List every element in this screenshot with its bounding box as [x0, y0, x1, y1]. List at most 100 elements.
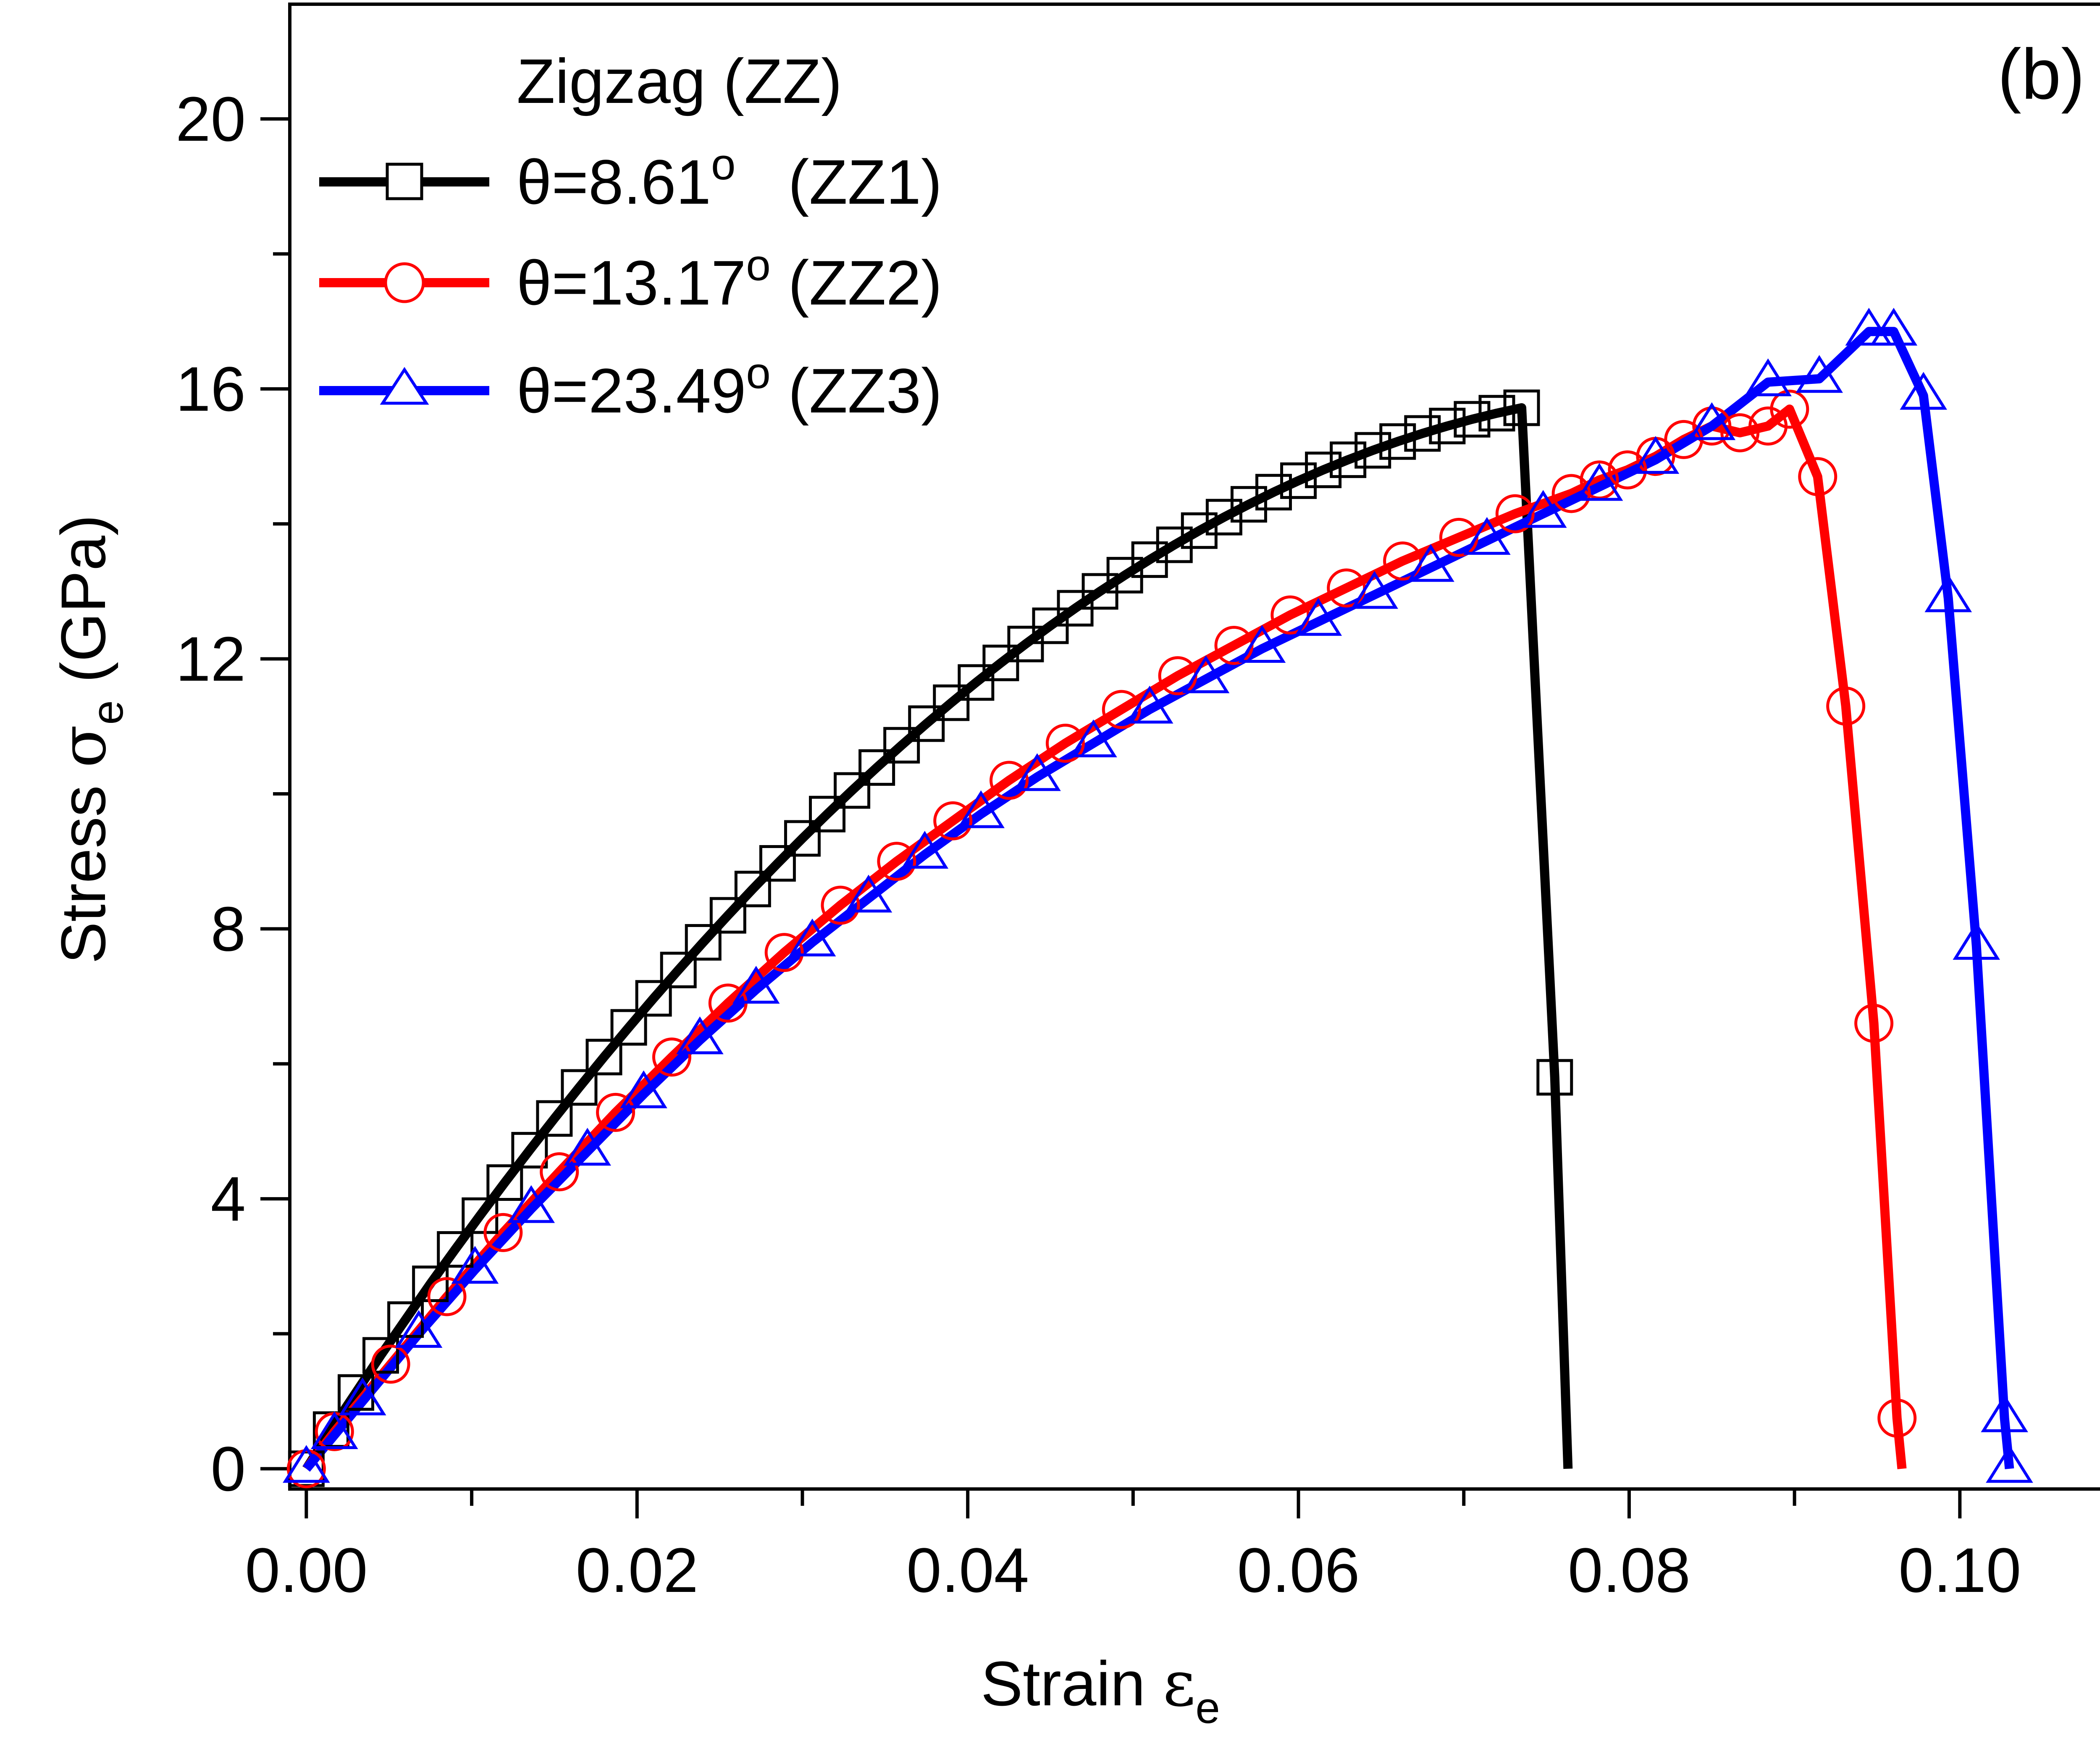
legend-marker-zz1 — [386, 163, 423, 200]
data-point-zz1 — [1255, 474, 1292, 511]
data-point-zz3 — [451, 1246, 499, 1284]
legend-label-zz2-main: θ=13.17 — [517, 247, 746, 318]
data-point-zz1 — [536, 1100, 573, 1137]
data-point-zz2 — [1102, 690, 1141, 729]
data-point-zz3 — [1796, 355, 1843, 393]
data-point-zz1 — [858, 749, 895, 786]
legend-entry-zz1: θ=8.61o (ZZ1) — [319, 140, 942, 217]
data-point-zz1 — [784, 820, 821, 857]
data-point-zz1 — [1354, 432, 1391, 469]
data-point-zz3 — [310, 1411, 358, 1449]
data-point-zz3 — [1688, 402, 1736, 440]
legend-label-zz2: θ=13.17o (ZZ2) — [517, 241, 942, 318]
data-point-zz2 — [652, 1037, 691, 1077]
panel-label: (b) — [1998, 34, 2085, 114]
data-point-zz3 — [1986, 1445, 2033, 1483]
data-point-zz3 — [1013, 753, 1061, 791]
data-point-zz1 — [709, 897, 746, 934]
legend-label-zz1: θ=8.61o (ZZ1) — [517, 140, 942, 217]
data-point-zz1 — [1404, 415, 1441, 452]
data-point-zz1 — [1156, 526, 1193, 563]
data-point-zz1 — [337, 1374, 374, 1411]
data-point-zz2 — [371, 1345, 410, 1384]
data-point-zz3 — [620, 1070, 667, 1108]
data-point-zz3 — [1407, 544, 1454, 582]
x-axis-title: Strain εe — [981, 1647, 1220, 1733]
data-point-zz1 — [561, 1069, 598, 1106]
legend-label-zz1-rest: (ZZ1) — [735, 147, 942, 217]
legend-label-zz1-main: θ=8.61 — [517, 147, 711, 217]
data-point-zz1 — [1503, 389, 1540, 426]
data-point-zz2 — [877, 842, 916, 881]
data-point-zz3 — [1126, 685, 1173, 724]
data-point-zz2 — [1798, 457, 1838, 496]
series-line-zz1 — [302, 403, 1573, 1471]
y-tick-label: 20 — [176, 84, 246, 154]
data-point-zz1 — [933, 684, 970, 721]
data-point-zz1 — [1131, 541, 1168, 578]
data-point-zz3 — [676, 1016, 724, 1054]
data-point-zz3 — [788, 918, 836, 956]
data-point-zz2 — [1045, 723, 1085, 763]
y-tick-label: 4 — [211, 1163, 246, 1234]
data-point-zz3 — [283, 1445, 330, 1483]
data-point-zz3 — [1900, 372, 1948, 410]
data-point-zz1 — [834, 772, 871, 809]
data-point-zz1 — [437, 1231, 474, 1268]
data-point-zz3 — [1924, 574, 1972, 612]
x-tick-label: 0.08 — [1568, 1535, 1690, 1605]
y-tick-label: 12 — [176, 624, 246, 694]
data-point-zz1 — [1454, 401, 1491, 438]
data-point-zz1 — [585, 1039, 622, 1076]
x-tick-label: 0.10 — [1898, 1535, 2021, 1605]
data-point-zz3 — [1238, 625, 1286, 663]
data-point-zz1 — [809, 796, 846, 832]
plot-frame — [288, 3, 2100, 1491]
data-point-zz1 — [1379, 423, 1416, 460]
y-tick-label: 16 — [176, 354, 246, 424]
data-point-zz3 — [901, 830, 949, 869]
data-point-zz3 — [339, 1377, 386, 1415]
legend-label-zz3: θ=23.49o (ZZ3) — [517, 349, 942, 426]
data-point-zz1 — [1429, 407, 1466, 444]
data-point-zz3 — [1070, 719, 1117, 757]
data-point-zz2 — [1877, 1398, 1917, 1438]
data-point-zz2 — [540, 1152, 579, 1192]
data-point-zz3 — [1294, 598, 1342, 636]
data-point-zz1 — [1536, 1059, 1573, 1096]
data-point-zz2 — [286, 1449, 326, 1489]
data-point-zz3 — [1351, 571, 1398, 609]
data-point-zz3 — [732, 966, 780, 1004]
marker-layer — [283, 307, 2033, 1489]
data-point-zz3 — [1870, 307, 1918, 346]
data-point-zz2 — [933, 801, 973, 840]
series-layer — [302, 327, 2014, 1472]
data-point-zz3 — [1182, 655, 1230, 693]
data-point-zz2 — [1854, 1003, 1894, 1043]
data-point-zz3 — [1981, 1394, 2028, 1432]
data-point-zz2 — [427, 1277, 467, 1316]
y-tick-label: 0 — [211, 1434, 246, 1504]
data-point-zz1 — [908, 705, 945, 742]
data-point-zz2 — [990, 761, 1029, 800]
x-tick-label: 0.04 — [906, 1535, 1029, 1605]
data-point-zz2 — [1770, 389, 1809, 429]
x-tick-label: 0.06 — [1237, 1535, 1360, 1605]
data-point-zz3 — [1575, 463, 1623, 501]
legend-label-zz1-sup: o — [711, 140, 735, 189]
data-point-zz2 — [764, 933, 804, 972]
y-axis-title-symbol: σ — [47, 725, 120, 767]
data-point-zz1 — [759, 845, 796, 882]
legend-label-zz3-main: θ=23.49 — [517, 355, 746, 426]
axes-layer: 0.00 0.02 0.04 0.06 0.08 0.10 0 4 8 12 16 20 — [176, 3, 2100, 1605]
data-point-zz3 — [507, 1185, 555, 1223]
series-line-zz3 — [302, 327, 2014, 1472]
data-point-zz3 — [1632, 436, 1680, 474]
data-point-zz3 — [1953, 922, 2000, 960]
data-point-zz2 — [1720, 413, 1760, 452]
data-point-zz1 — [1305, 452, 1342, 488]
data-point-zz1 — [685, 924, 722, 961]
data-point-zz3 — [957, 790, 1005, 828]
data-point-zz3 — [845, 874, 892, 913]
